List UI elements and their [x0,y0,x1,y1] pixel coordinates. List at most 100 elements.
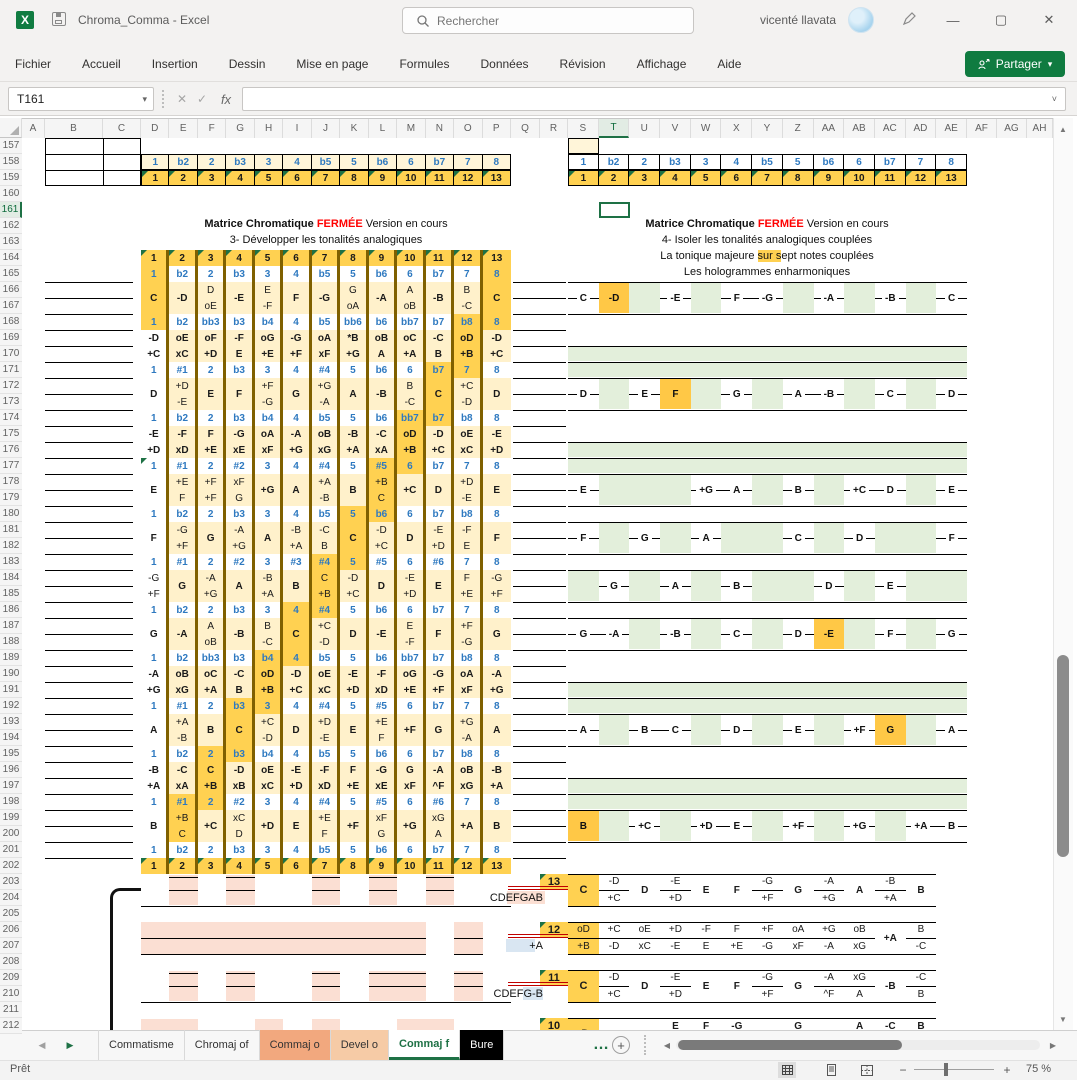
matrix-cell[interactable]: -G [226,426,255,442]
tonality-note[interactable]: +C [844,474,875,506]
matrix-cell[interactable]: 6 [397,266,426,282]
group-cell[interactable]: +C -D [598,922,630,954]
formula-expand-chevron-icon[interactable]: ˅ [1051,94,1057,104]
matrix-cell[interactable]: oB [311,426,341,442]
matrix-cell[interactable]: F [482,522,511,554]
matrix-cell[interactable]: oB [169,666,198,682]
strip-cell[interactable]: 12 [454,170,483,186]
matrix-cell[interactable]: xB [226,778,255,794]
strip-cell[interactable]: 3 [254,154,284,170]
matrix-cell[interactable]: b6 [368,314,398,330]
matrix-cell[interactable]: +F -G [454,618,483,650]
matrix-cell[interactable]: +G [482,682,511,698]
column-header-Q[interactable]: Q [511,118,540,138]
row-header-197[interactable]: 197 [0,778,22,794]
tonality-note[interactable]: -G [752,282,783,314]
tonality-note[interactable]: -D [608,292,620,304]
matrix-cell[interactable]: oB [454,762,483,778]
matrix-cell[interactable]: +A [141,778,170,794]
matrix-cell[interactable]: +F [283,346,312,362]
matrix-cell[interactable]: 8 [482,266,511,282]
tonality-note[interactable]: A [568,714,599,746]
matrix-cell[interactable]: 6 [397,746,426,762]
strip-cell[interactable]: 8 [340,170,369,186]
row-header-182[interactable]: 182 [0,538,22,554]
selected-cell-outline[interactable] [599,202,630,218]
matrix-cell[interactable]: +E F [169,474,198,506]
group-cell[interactable]: F [703,1020,710,1031]
matrix-cell[interactable]: b6 [368,650,398,666]
column-header-D[interactable]: D [141,118,170,138]
tonality-note[interactable]: F [721,282,752,314]
horizontal-scrollbar-thumb[interactable] [678,1040,902,1050]
matrix-cell[interactable]: 3 [254,458,284,474]
tonality-note[interactable]: F [568,522,599,554]
matrix-cell[interactable]: B -C [397,378,426,410]
matrix-cell[interactable]: 4 [283,698,312,714]
row-header-210[interactable]: 210 [0,986,22,1002]
matrix-cell[interactable]: 2 [197,602,227,618]
sheet-nav-prev-icon[interactable]: ◀ [38,1039,46,1050]
matrix-cell[interactable]: -A [283,426,312,442]
column-header-AA[interactable]: AA [813,118,845,138]
row-header-211[interactable]: 211 [0,1002,22,1018]
ribbon-tab-affichage[interactable]: Affichage [636,57,687,71]
matrix-cell[interactable]: 5 [340,842,369,858]
matrix-cell[interactable]: b4 [254,650,284,666]
group-cell[interactable]: F [733,980,740,992]
matrix-cell[interactable]: 4 [283,410,312,426]
matrix-cell[interactable]: 6 [283,858,312,874]
matrix-cell[interactable]: +D [197,346,227,362]
tonality-note[interactable]: -A [599,618,630,650]
matrix-cell[interactable]: 5 [340,650,369,666]
matrix-cell[interactable]: F [197,426,227,442]
strip-cell[interactable]: 11 [874,170,906,186]
matrix-cell[interactable]: 2 [197,794,227,810]
matrix-cell[interactable]: +D [254,810,284,842]
matrix-cell[interactable]: 10 [397,250,426,266]
group-cell[interactable]: G [794,884,803,896]
matrix-cell[interactable]: b6 [368,410,398,426]
matrix-cell[interactable]: 3 [254,698,284,714]
strip-cell[interactable]: b5 [752,154,783,170]
row-header-199[interactable]: 199 [0,810,22,826]
matrix-cell[interactable]: #4 [311,362,341,378]
matrix-cell[interactable]: *B [340,330,369,346]
column-header-Z[interactable]: Z [782,118,814,138]
column-header-K[interactable]: K [340,118,369,138]
matrix-cell[interactable]: #5 [368,554,398,570]
tonality-note[interactable]: D [568,378,599,410]
tonality-note[interactable]: G [568,618,599,650]
matrix-cell[interactable]: 7 [454,794,483,810]
row-header-184[interactable]: 184 [0,570,22,586]
matrix-cell[interactable]: xE [368,778,398,794]
matrix-cell[interactable]: D [141,378,170,410]
highlight-cell[interactable] [598,283,630,313]
group-cell[interactable]: D [641,884,649,896]
matrix-cell[interactable]: 7 [454,458,483,474]
matrix-cell[interactable]: b4 [254,410,284,426]
row-header-162[interactable]: 162 [0,218,22,234]
matrix-cell[interactable]: +B [254,682,284,698]
strip-cell[interactable]: b3 [660,154,691,170]
matrix-cell[interactable]: 2 [169,250,198,266]
matrix-cell[interactable]: -F [368,666,398,682]
matrix-cell[interactable]: -G +F [482,570,511,602]
matrix-cell[interactable]: b7 [425,410,455,426]
group-cell[interactable]: -A +G [813,874,845,906]
matrix-cell[interactable]: +D [482,442,511,458]
group-cell[interactable]: -F E [690,922,722,954]
matrix-cell[interactable]: B [141,810,170,842]
clipped-cell[interactable]: D [568,138,599,154]
matrix-cell[interactable]: -C B [311,522,341,554]
matrix-cell[interactable]: #5 [368,458,398,474]
matrix-cell[interactable]: xD [368,682,398,698]
matrix-cell[interactable]: +F +F [197,474,227,506]
group-cell[interactable]: D [641,980,649,992]
group-cell[interactable]: A [855,1020,864,1031]
matrix-cell[interactable]: +A -B [169,714,198,746]
matrix-cell[interactable]: b3 [226,746,255,762]
matrix-cell[interactable]: 1 [141,698,170,714]
matrix-cell[interactable]: #4 [311,794,341,810]
matrix-cell[interactable]: +G -A [454,714,483,746]
